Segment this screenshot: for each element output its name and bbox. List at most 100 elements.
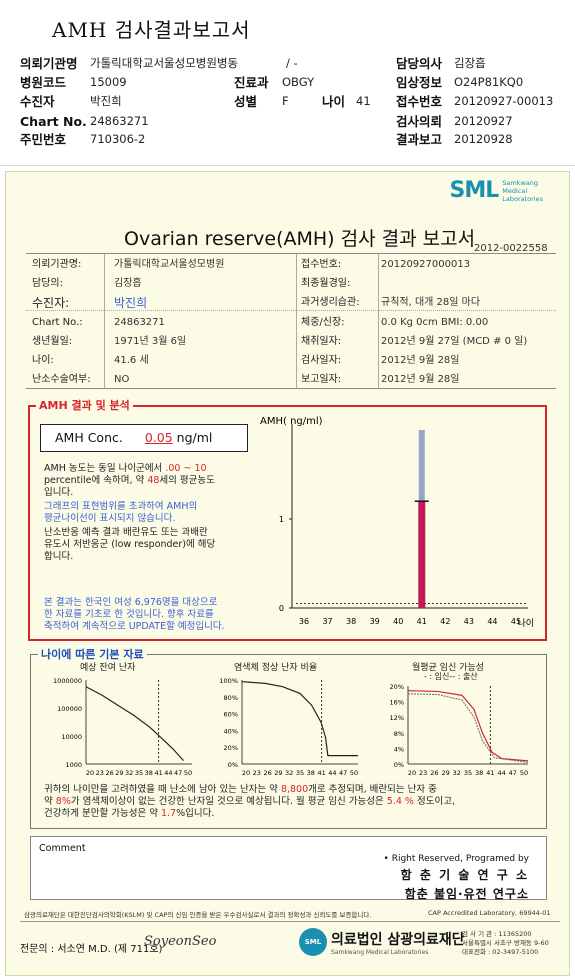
cap-accreditation: CAP Accredited Laboratory, 69944-01 bbox=[428, 909, 551, 917]
x-tick-label: 35 bbox=[135, 769, 143, 777]
y-tick-label: 100000 bbox=[57, 705, 82, 713]
mini-chart-chromosome: 염색체 정상 난자 비율 100% 80% 60% 40% 20% 0% 20 23 26 29 3… bbox=[206, 660, 368, 784]
y-tick-label: 0% bbox=[394, 761, 404, 769]
y-tick-label: 10000 bbox=[61, 733, 82, 741]
divider bbox=[296, 254, 297, 388]
mini-chart-legend: - : 임신-- : 출산 bbox=[424, 672, 478, 681]
label-age: 나이 bbox=[322, 94, 346, 109]
comment-box: Comment bbox=[30, 836, 547, 900]
age-note: 귀하의 나이만을 고려하였을 때 난소에 남아 있는 난자는 약 8,800개로… bbox=[44, 784, 455, 819]
x-tick-label: 39 bbox=[370, 617, 380, 626]
report-title: Ovarian reserve(AMH) 검사 결과 보고서 bbox=[124, 228, 476, 250]
x-tick-label: 23 bbox=[253, 769, 261, 777]
bar-range bbox=[418, 430, 425, 502]
y-tick-label: 100% bbox=[219, 677, 238, 685]
mini-chart-pregnancy-svg: 20% 16% 12% 8% 4% 0% 20 23 26 29 32 35 38 41 44 47 50 bbox=[390, 683, 529, 777]
label-report-date: 결과보고 bbox=[396, 132, 443, 147]
x-tick-label: 50 bbox=[184, 769, 192, 777]
label-doctor: 담당의사 bbox=[396, 56, 443, 71]
report-number: 2012-0022558 bbox=[474, 243, 548, 254]
x-tick-label: 41 bbox=[486, 769, 494, 777]
x-tick-label: 23 bbox=[419, 769, 427, 777]
x-tick-label: 37 bbox=[322, 617, 332, 626]
credit-org-2: 함춘 불임·유전 연구소 bbox=[404, 887, 529, 901]
emr-title: AMH 검사결과보고서 bbox=[52, 18, 251, 42]
y-tick-label: 0% bbox=[228, 761, 238, 769]
x-tick-label: 32 bbox=[285, 769, 293, 777]
value-patient: 박진희 bbox=[90, 94, 122, 108]
label-sex: 성별 bbox=[234, 94, 258, 109]
divider bbox=[26, 310, 556, 311]
y-tick-label: 1000000 bbox=[53, 677, 82, 685]
emr-header: AMH 검사결과보고서 의뢰기관명 가톨릭대학교서울성모병원병동 / - 담당의… bbox=[0, 0, 575, 166]
mini-chart-title: 예상 잔여 난자 bbox=[80, 663, 136, 673]
y-axis-label: AMH( ng/ml) bbox=[260, 416, 323, 427]
value-clinical-info: O24P81KQ0 bbox=[454, 75, 524, 89]
x-tick-label: 20 bbox=[86, 769, 94, 777]
y-tick-label: 60% bbox=[224, 711, 238, 719]
mini-chart-eggs-svg: 1000000 100000 10000 1000 20 23 26 29 32 35 38 41 44… bbox=[53, 677, 192, 777]
certification-note: 삼광의료재단은 대한진단검사의학회(KSLM) 및 CAP의 신임 인증을 받은… bbox=[24, 911, 372, 919]
divider bbox=[104, 254, 105, 388]
x-tick-label: 47 bbox=[174, 769, 182, 777]
value-sex: F bbox=[282, 94, 289, 108]
x-tick-label: 32 bbox=[453, 769, 461, 777]
x-tick-label: 44 bbox=[164, 769, 172, 777]
amh-section-heading: AMH 결과 및 분석 bbox=[36, 397, 133, 413]
curve-line bbox=[241, 681, 358, 757]
x-tick-label: 38 bbox=[346, 617, 356, 626]
value-ward: / - bbox=[286, 56, 298, 70]
age-section-heading: 나이에 따른 기본 자료 bbox=[38, 646, 147, 662]
x-tick-label: 20 bbox=[408, 769, 416, 777]
mini-chart-eggs: 예상 잔여 난자 1000000 100000 10000 1000 20 23 26 29 3… bbox=[40, 660, 202, 784]
age-section-box bbox=[30, 654, 547, 829]
x-tick-label: 26 bbox=[263, 769, 271, 777]
divider bbox=[378, 254, 379, 388]
value-report-date: 20120928 bbox=[454, 132, 513, 146]
x-tick-label: 44 bbox=[487, 617, 497, 626]
bar-value bbox=[418, 501, 426, 608]
x-tick-label: 38 bbox=[475, 769, 483, 777]
label-patient: 수진자 bbox=[20, 94, 55, 109]
x-tick-label: 38 bbox=[307, 769, 315, 777]
mini-chart-title: 월평균 임신 가능성 bbox=[412, 663, 484, 673]
sml-logo-sub: Samkwang Medical Laboratories bbox=[502, 178, 543, 203]
y-tick-label: 1 bbox=[279, 515, 284, 524]
x-axis-label: 나이 bbox=[517, 618, 534, 629]
value-resident-no: 710306-2 bbox=[90, 132, 146, 146]
x-tick-label: 38 bbox=[145, 769, 153, 777]
value-hospital-code: 15009 bbox=[90, 75, 127, 89]
mini-chart-pregnancy: 월평균 임신 가능성 - : 임신-- : 출산 20% 16% 12% 8% 4% 0%… bbox=[372, 660, 538, 784]
x-tick-label: 26 bbox=[430, 769, 438, 777]
value-receipt-no: 20120927-00013 bbox=[454, 94, 554, 108]
corp-logo-icon: SML bbox=[299, 928, 327, 956]
y-tick-label: 12% bbox=[390, 714, 404, 722]
x-tick-label: 36 bbox=[299, 617, 309, 626]
curve-line bbox=[407, 690, 529, 762]
x-tick-label: 41 bbox=[417, 617, 427, 626]
value-request-date: 20120927 bbox=[454, 114, 513, 128]
amh-paragraph-1: AMH 농도는 동일 나이군에서 .00 ~ 10 percentile에 속하… bbox=[44, 463, 215, 498]
doctor-signature: SoyeonSeo bbox=[144, 934, 217, 949]
value-institution: 가톨릭대학교서울성모병원병동 bbox=[90, 56, 239, 70]
x-tick-label: 40 bbox=[393, 617, 403, 626]
x-tick-label: 29 bbox=[274, 769, 282, 777]
label-hospital-code: 병원코드 bbox=[20, 75, 67, 90]
amh-conc-value: 0.05 bbox=[144, 430, 173, 445]
credit-org-1: 함 춘 기 술 연 구 소 bbox=[400, 868, 529, 882]
x-tick-label: 26 bbox=[105, 769, 113, 777]
credit-line: • Right Reserved, Programed by bbox=[383, 854, 529, 864]
x-tick-label: 41 bbox=[154, 769, 162, 777]
x-tick-label: 47 bbox=[509, 769, 517, 777]
value-department: OBGY bbox=[282, 75, 315, 89]
amh-result-box: AMH Conc. 0.05 ng/ml AMH 농도는 동일 나이군에서 .0… bbox=[28, 405, 547, 641]
label-department: 진료과 bbox=[234, 75, 269, 90]
x-tick-label: 32 bbox=[125, 769, 133, 777]
label-institution: 의뢰기관명 bbox=[20, 56, 78, 71]
mini-chart-chromosome-svg: 100% 80% 60% 40% 20% 0% 20 23 26 29 32 35 38 41 44 47 50 bbox=[219, 677, 358, 777]
x-tick-label: 29 bbox=[441, 769, 449, 777]
label-resident-no: 주민번호 bbox=[20, 132, 67, 147]
y-tick-label: 4% bbox=[394, 745, 404, 753]
corp-address: 검 사 기 관 : 11365200 서울특별시 서초구 방재동 9-60 대표… bbox=[462, 930, 549, 956]
